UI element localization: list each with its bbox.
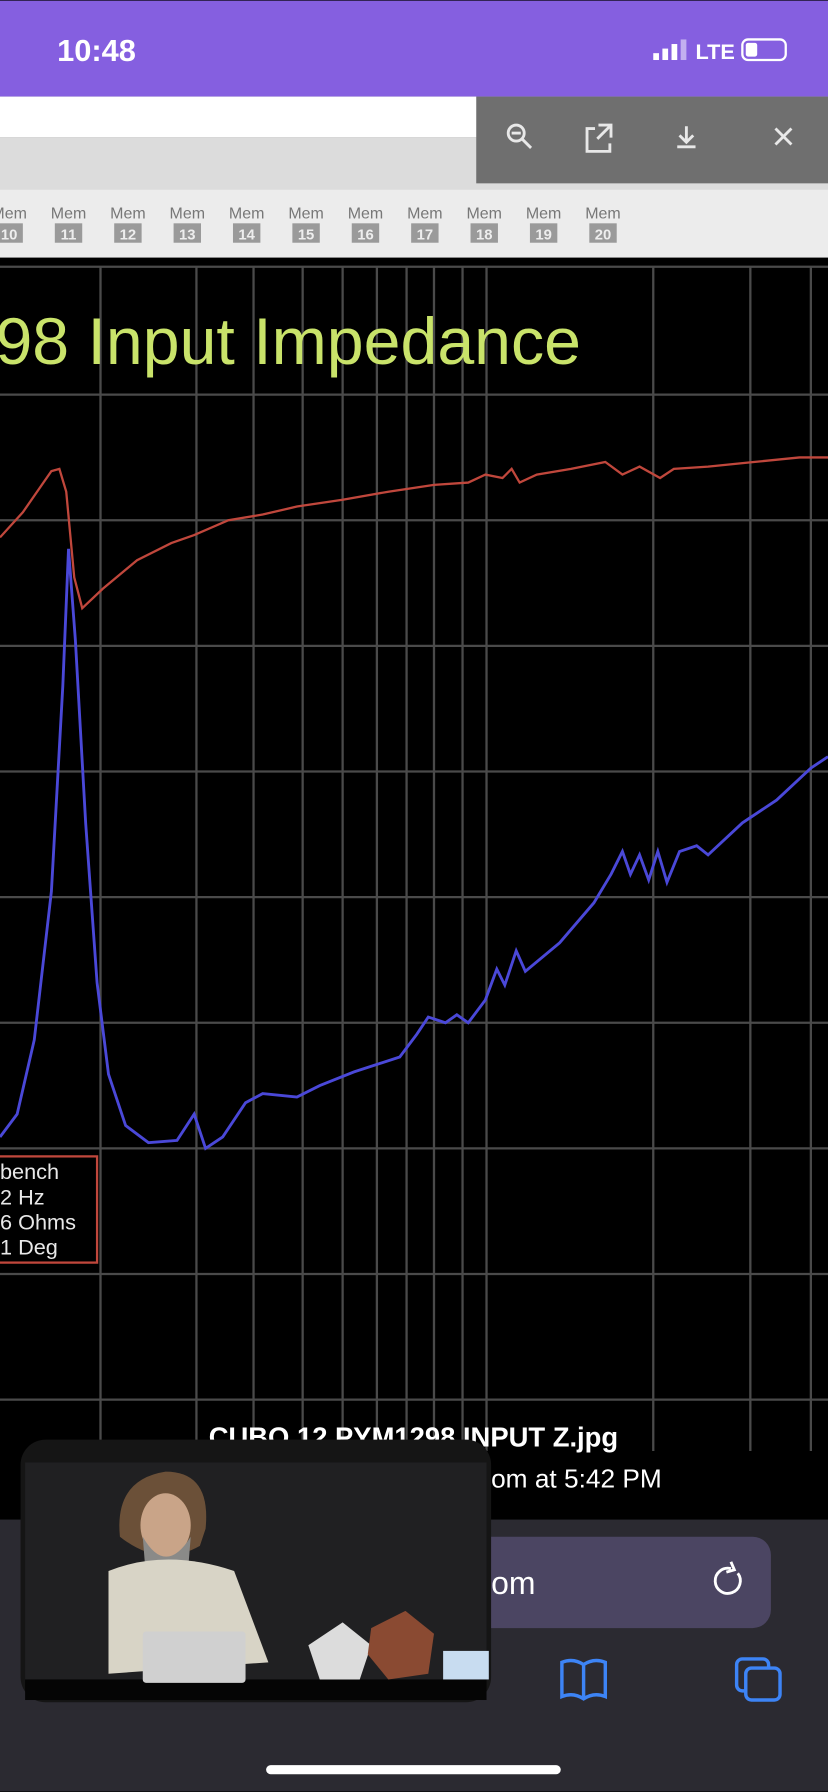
mem-number: 18 — [476, 227, 493, 243]
mem-label: Mem — [51, 206, 87, 223]
mem-label: Mem — [466, 206, 502, 223]
battery-level — [745, 42, 758, 57]
battery — [741, 38, 787, 62]
mem-number: 17 — [417, 227, 434, 243]
mem-key — [470, 223, 498, 243]
bookmarks[interactable] — [560, 1658, 608, 1701]
mem-key — [292, 223, 320, 243]
image-toolbar — [476, 96, 828, 184]
status-bar — [0, 0, 828, 97]
mem-label: Mem — [585, 206, 621, 223]
url: om — [491, 1565, 535, 1601]
mem-number: 14 — [238, 227, 255, 243]
time: 10:48 — [57, 33, 136, 68]
mem-key — [351, 223, 380, 243]
reload[interactable] — [713, 1561, 742, 1595]
grid — [0, 265, 828, 1452]
mem-label: Mem — [288, 206, 323, 223]
mem-number: 11 — [61, 227, 77, 243]
signal — [653, 39, 687, 61]
mem-key — [411, 223, 439, 243]
chart-title: 98 Input Impedance — [0, 305, 581, 379]
mem-label: Mem — [348, 206, 384, 223]
mem-label: Mem — [170, 206, 206, 223]
mem-number: 16 — [357, 227, 374, 243]
mem-key — [529, 223, 558, 243]
mem-key — [114, 223, 142, 243]
open-external[interactable] — [585, 123, 613, 153]
mem-label: Mem — [229, 206, 265, 223]
mem-number: 13 — [179, 227, 196, 243]
mem-number: 12 — [120, 227, 137, 243]
mem-number: 10 — [1, 227, 18, 243]
video-pip[interactable] — [20, 1439, 492, 1703]
mem-label: Mem — [0, 206, 27, 223]
tabs[interactable] — [734, 1657, 782, 1702]
mem-key — [54, 223, 83, 243]
mem-key — [232, 223, 261, 243]
phase-curve — [0, 456, 828, 611]
mem-number: 20 — [595, 227, 612, 243]
impedance-curve — [0, 548, 828, 1151]
mem-key — [173, 223, 202, 243]
legend-line: 1 Deg — [0, 1235, 58, 1260]
mem-label: Mem — [526, 206, 561, 223]
legend-line: 2 Hz — [0, 1184, 45, 1209]
home-indicator — [266, 1765, 561, 1775]
close[interactable] — [774, 127, 793, 146]
mem-number: 15 — [298, 227, 315, 243]
mem-label: Mem — [110, 206, 146, 223]
toolbar-icons — [506, 123, 793, 153]
legend-line: bench — [0, 1159, 59, 1184]
url-field[interactable] — [456, 1536, 771, 1629]
network: LTE — [696, 39, 735, 64]
mem-key — [0, 223, 23, 243]
mem-key — [589, 223, 617, 243]
zoom-out[interactable] — [506, 123, 533, 149]
mem-label: Mem — [407, 206, 442, 223]
legend-line: 6 Ohms — [0, 1209, 76, 1234]
download[interactable] — [677, 126, 696, 149]
file-info: om at 5:42 PM — [491, 1464, 662, 1494]
chart-image — [0, 263, 828, 1452]
mem-buttons: Mem 10 Mem 11 Mem 12 Mem 13 Mem 14 Mem 15 Mem 16 Mem 17… — [0, 206, 621, 243]
mem-number: 19 — [535, 227, 551, 243]
legend-box — [0, 1155, 99, 1264]
